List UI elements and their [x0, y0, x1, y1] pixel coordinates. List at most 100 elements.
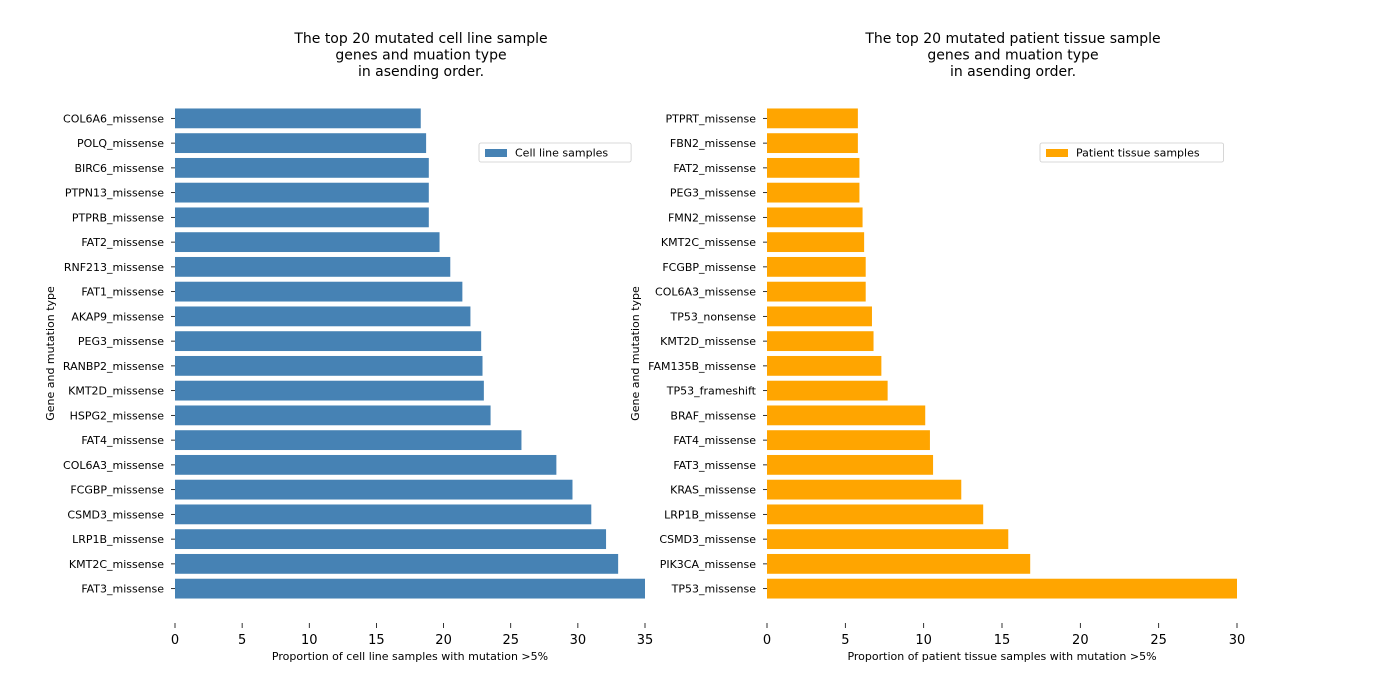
category-label: CSMD3_missense [67, 508, 164, 521]
category-label: PIK3CA_missense [660, 558, 756, 571]
category-label: LRP1B_missense [72, 533, 164, 546]
x-tick-label: 15 [994, 633, 1011, 648]
category-label: PTPRB_missense [72, 211, 164, 224]
bar [767, 380, 888, 401]
category-label: COL6A3_missense [655, 286, 756, 299]
bar [767, 454, 934, 475]
x-tick-label: 30 [570, 633, 587, 648]
bar [175, 504, 592, 525]
legend-label: Cell line samples [515, 147, 608, 160]
bar [767, 479, 962, 500]
category-label: BIRC6_missense [74, 162, 164, 175]
x-tick-label: 5 [841, 633, 849, 648]
bar [767, 108, 858, 129]
chart-title-line: genes and muation type [927, 48, 1098, 64]
x-tick-label: 25 [1150, 633, 1167, 648]
bar [767, 207, 863, 228]
legend-swatch [485, 149, 507, 157]
chart-title-line: in asending order. [950, 64, 1076, 80]
x-tick-label: 15 [368, 633, 385, 648]
category-label: TP53_frameshift [666, 385, 757, 398]
chart-title-line: in asending order. [358, 64, 484, 80]
bar [767, 504, 984, 525]
bar [175, 207, 429, 228]
y-axis-label: Gene and mutation type [629, 286, 642, 421]
chart-panel-1: The top 20 mutated cell line samplegenes… [44, 31, 653, 663]
category-label: PEG3_missense [670, 187, 756, 200]
bar [175, 281, 463, 302]
category-label: FAT4_missense [673, 434, 756, 447]
category-label: PTPN13_missense [65, 187, 164, 200]
category-label: FAM135B_missense [648, 360, 756, 373]
x-tick-label: 0 [763, 633, 771, 648]
bar [175, 232, 440, 253]
bar [767, 182, 860, 203]
x-tick-label: 25 [502, 633, 519, 648]
category-label: KMT2D_missense [68, 385, 164, 398]
category-label: FAT3_missense [81, 583, 164, 596]
x-tick-label: 35 [637, 633, 654, 648]
category-label: AKAP9_missense [71, 310, 164, 323]
legend: Cell line samples [478, 142, 632, 163]
x-tick-label: 30 [1229, 633, 1246, 648]
category-label: PEG3_missense [78, 335, 164, 348]
bar [175, 331, 482, 352]
bar [767, 355, 882, 376]
x-tick-label: 0 [171, 633, 179, 648]
category-label: CSMD3_missense [659, 533, 756, 546]
bar [175, 182, 429, 203]
bar [175, 380, 484, 401]
legend-box [478, 142, 632, 163]
chart-title-line: The top 20 mutated patient tissue sample [864, 31, 1160, 47]
category-label: FMN2_missense [668, 211, 756, 224]
x-tick-label: 10 [915, 633, 932, 648]
category-label: KMT2D_missense [660, 335, 756, 348]
legend: Patient tissue samples [1039, 142, 1225, 163]
category-label: COL6A3_missense [63, 459, 164, 472]
bar [175, 430, 522, 451]
legend-label: Patient tissue samples [1076, 147, 1200, 160]
bar [767, 157, 860, 178]
category-label: BRAF_missense [670, 409, 756, 422]
category-label: FBN2_missense [670, 137, 756, 150]
bar [767, 306, 872, 327]
chart-title-line: The top 20 mutated cell line sample [293, 31, 547, 47]
bar [767, 281, 866, 302]
bar [767, 331, 874, 352]
x-tick-label: 10 [301, 633, 318, 648]
y-axis-label: Gene and mutation type [44, 286, 57, 421]
category-label: TP53_nonsense [670, 310, 757, 323]
bar [175, 256, 451, 277]
legend-swatch [1046, 149, 1068, 157]
bar [767, 232, 865, 253]
x-axis-label: Proportion of cell line samples with mut… [272, 650, 548, 663]
bar [175, 157, 429, 178]
bar [175, 355, 483, 376]
category-label: KRAS_missense [670, 484, 756, 497]
bar [175, 306, 471, 327]
category-label: FAT2_missense [81, 236, 164, 249]
x-tick-label: 5 [238, 633, 246, 648]
bar [767, 256, 866, 277]
category-label: FAT2_missense [673, 162, 756, 175]
category-label: FAT1_missense [81, 286, 164, 299]
bar [175, 454, 557, 475]
category-label: HSPG2_missense [70, 409, 165, 422]
chart-panel-2: The top 20 mutated patient tissue sample… [629, 31, 1245, 663]
bar [175, 133, 427, 154]
category-label: POLQ_missense [77, 137, 164, 150]
category-label: RNF213_missense [64, 261, 164, 274]
bar [175, 529, 607, 550]
category-label: COL6A6_missense [63, 112, 164, 125]
category-label: FAT3_missense [673, 459, 756, 472]
bar [767, 133, 858, 154]
bar [767, 430, 930, 451]
x-tick-label: 20 [435, 633, 452, 648]
bar [767, 529, 1009, 550]
legend-box [1039, 142, 1225, 163]
bar [767, 553, 1031, 574]
category-label: RANBP2_missense [63, 360, 164, 373]
bar [175, 405, 491, 426]
bar [175, 108, 421, 129]
